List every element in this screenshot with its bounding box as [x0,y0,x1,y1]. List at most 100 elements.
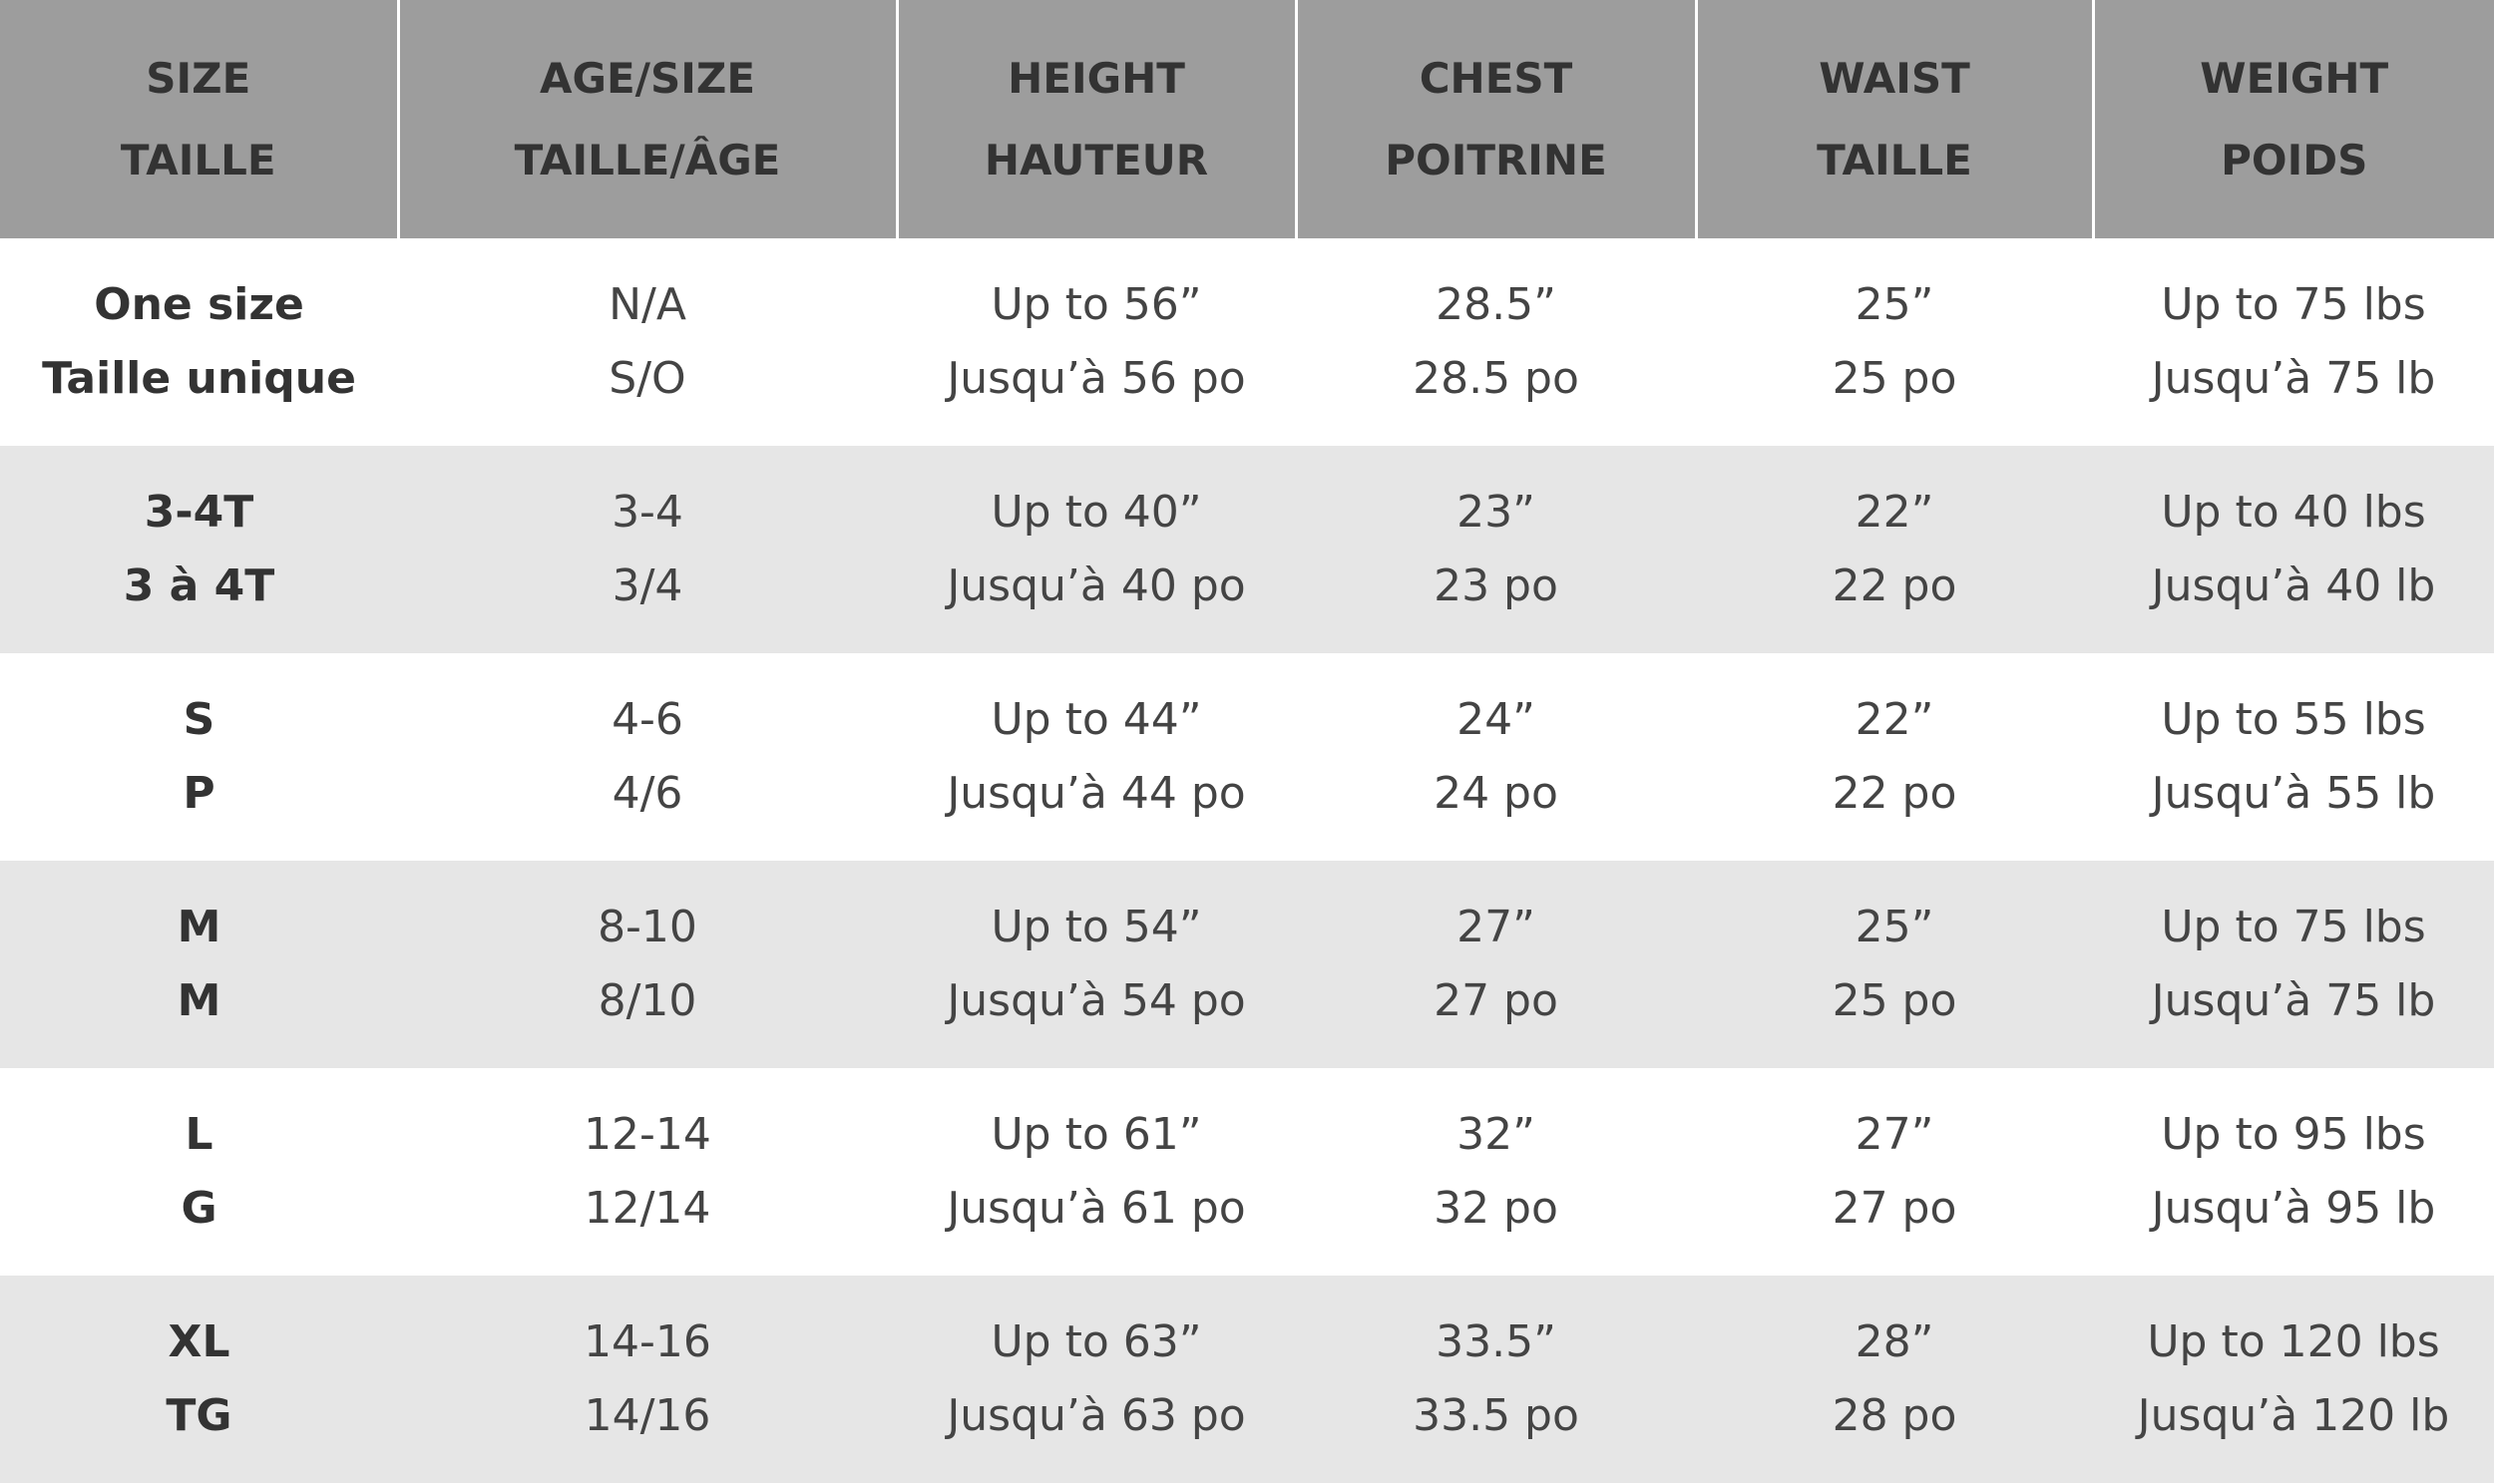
table-cell: Up to 56” Jusqu’à 56 po [897,238,1296,446]
table-cell-line: Up to 75 lbs [2161,279,2426,330]
header-cell-line: TAILLE/ÂGE [514,135,781,185]
header-cell-line: HAUTEUR [984,135,1209,185]
header-cell-line: CHEST [1419,53,1573,103]
header-cell: AGE/SIZE TAILLE/ÂGE [396,0,897,238]
table-cell-line: 32 po [1434,1183,1558,1234]
table-cell-line: Jusqu’à 63 po [947,1390,1246,1441]
table-cell: Up to 40 lbs Jusqu’à 40 lb [2093,446,2494,653]
table-cell-line: 8/10 [598,975,697,1026]
table-cell-line: 25” [1855,902,1934,952]
header-cell: WAIST TAILLE [1694,0,2093,238]
table-cell-line: Up to 56” [991,279,1202,330]
table-cell-line: Up to 95 lbs [2161,1109,2426,1160]
table-cell: 14-16 14/16 [398,1276,897,1483]
table-cell-line: 27” [1456,902,1535,952]
table-cell: 4-6 4/6 [398,653,897,861]
table-cell-line: 3/4 [612,560,683,611]
header-cell: CHEST POITRINE [1294,0,1696,238]
header-cell: HEIGHT HAUTEUR [895,0,1296,238]
table-cell: 32” 32 po [1296,1068,1696,1276]
table-cell-line: 23 po [1434,560,1558,611]
table-cell-line: Jusqu’à 55 lb [2151,768,2436,819]
table-row: XL TG 14-16 14/16 Up to 63” Jusqu’à 63 po 33.5… [0,1276,2494,1483]
table-cell: 27” 27 po [1296,861,1696,1068]
table-cell-line: Up to 54” [991,902,1202,952]
table-cell: Up to 120 lbs Jusqu’à 120 lb [2093,1276,2494,1483]
table-cell-line: 14-16 [584,1316,711,1367]
table-cell-line: 8-10 [598,902,697,952]
header-cell: WEIGHT POIDS [2091,0,2494,238]
size-cell-line: M [177,975,221,1026]
table-cell: Up to 75 lbs Jusqu’à 75 lb [2093,238,2494,446]
table-cell: 25” 25 po [1696,238,2093,446]
table-cell-line: Jusqu’à 61 po [947,1183,1246,1234]
header-cell-line: WAIST [1819,53,1970,103]
table-cell-line: 27 po [1434,975,1558,1026]
size-cell: XL TG [0,1276,398,1483]
header-cell-line: POIDS [2221,135,2368,185]
table-cell-line: 28” [1855,1316,1934,1367]
table-cell-line: Up to 40” [991,487,1202,538]
header-row: SIZE TAILLE AGE/SIZE TAILLE/ÂGE HEIGHT HAUTEU… [0,0,2494,238]
table-cell-line: Jusqu’à 56 po [947,353,1246,404]
table-row: One size Taille unique N/A S/O Up to 56” Jusq… [0,238,2494,446]
table-cell: Up to 55 lbs Jusqu’à 55 lb [2093,653,2494,861]
table-cell-line: 33.5” [1436,1316,1556,1367]
table-cell-line: Up to 55 lbs [2161,694,2426,745]
table-cell-line: N/A [609,279,686,330]
table-cell-line: Jusqu’à 40 lb [2151,560,2436,611]
table-cell-line: Up to 63” [991,1316,1202,1367]
table-cell-line: Up to 120 lbs [2147,1316,2440,1367]
table-cell: 3-4 3/4 [398,446,897,653]
table-cell: 23” 23 po [1296,446,1696,653]
table-row: L G 12-14 12/14 Up to 61” Jusqu’à 61 po 32” 32 … [0,1068,2494,1276]
table-cell-line: Jusqu’à 95 lb [2151,1183,2436,1234]
header-cell-line: AGE/SIZE [539,53,756,103]
header-cell-line: HEIGHT [1008,53,1185,103]
table-cell-line: Up to 44” [991,694,1202,745]
table-cell-line: 33.5 po [1413,1390,1579,1441]
table-cell-line: 12/14 [584,1183,711,1234]
header-cell-line: POITRINE [1385,135,1607,185]
table-cell-line: 4/6 [612,768,683,819]
table-cell: 8-10 8/10 [398,861,897,1068]
table-cell: Up to 95 lbs Jusqu’à 95 lb [2093,1068,2494,1276]
table-cell-line: Jusqu’à 75 lb [2151,353,2436,404]
table-cell: 22” 22 po [1696,446,2093,653]
table-cell: 24” 24 po [1296,653,1696,861]
table-cell-line: 25 po [1832,975,1957,1026]
size-cell-line: XL [168,1316,230,1367]
table-row: M M 8-10 8/10 Up to 54” Jusqu’à 54 po 27” 27 po… [0,861,2494,1068]
table-cell: Up to 61” Jusqu’à 61 po [897,1068,1296,1276]
table-cell-line: 3-4 [612,487,683,538]
header-cell-line: TAILLE [120,135,276,185]
table-cell-line: 14/16 [584,1390,711,1441]
table-cell-line: Jusqu’à 120 lb [2137,1390,2450,1441]
header-cell-line: TAILLE [1817,135,1972,185]
table-cell: 12-14 12/14 [398,1068,897,1276]
size-cell-line: L [185,1109,213,1160]
table-cell: 28.5” 28.5 po [1296,238,1696,446]
table-cell-line: 28.5 po [1413,353,1579,404]
table-cell: 27” 27 po [1696,1068,2093,1276]
size-cell-line: M [177,902,221,952]
table-cell-line: 22” [1855,694,1934,745]
size-cell-line: Taille unique [42,353,356,404]
table-row: 3-4T 3 à 4T 3-4 3/4 Up to 40” Jusqu’à 40 po 23… [0,446,2494,653]
table-cell-line: 25” [1855,279,1934,330]
header-cell-line: SIZE [146,53,251,103]
size-cell-line: S [183,694,215,745]
table-cell: 28” 28 po [1696,1276,2093,1483]
table-cell: 22” 22 po [1696,653,2093,861]
table-cell-line: 12-14 [584,1109,711,1160]
size-cell: One size Taille unique [0,238,398,446]
table-cell-line: Jusqu’à 40 po [947,560,1246,611]
table-cell-line: 28.5” [1436,279,1556,330]
table-body: One size Taille unique N/A S/O Up to 56” Jusq… [0,238,2494,1483]
table-cell-line: 32” [1456,1109,1535,1160]
table-cell-line: 23” [1456,487,1535,538]
table-cell-line: Jusqu’à 75 lb [2151,975,2436,1026]
